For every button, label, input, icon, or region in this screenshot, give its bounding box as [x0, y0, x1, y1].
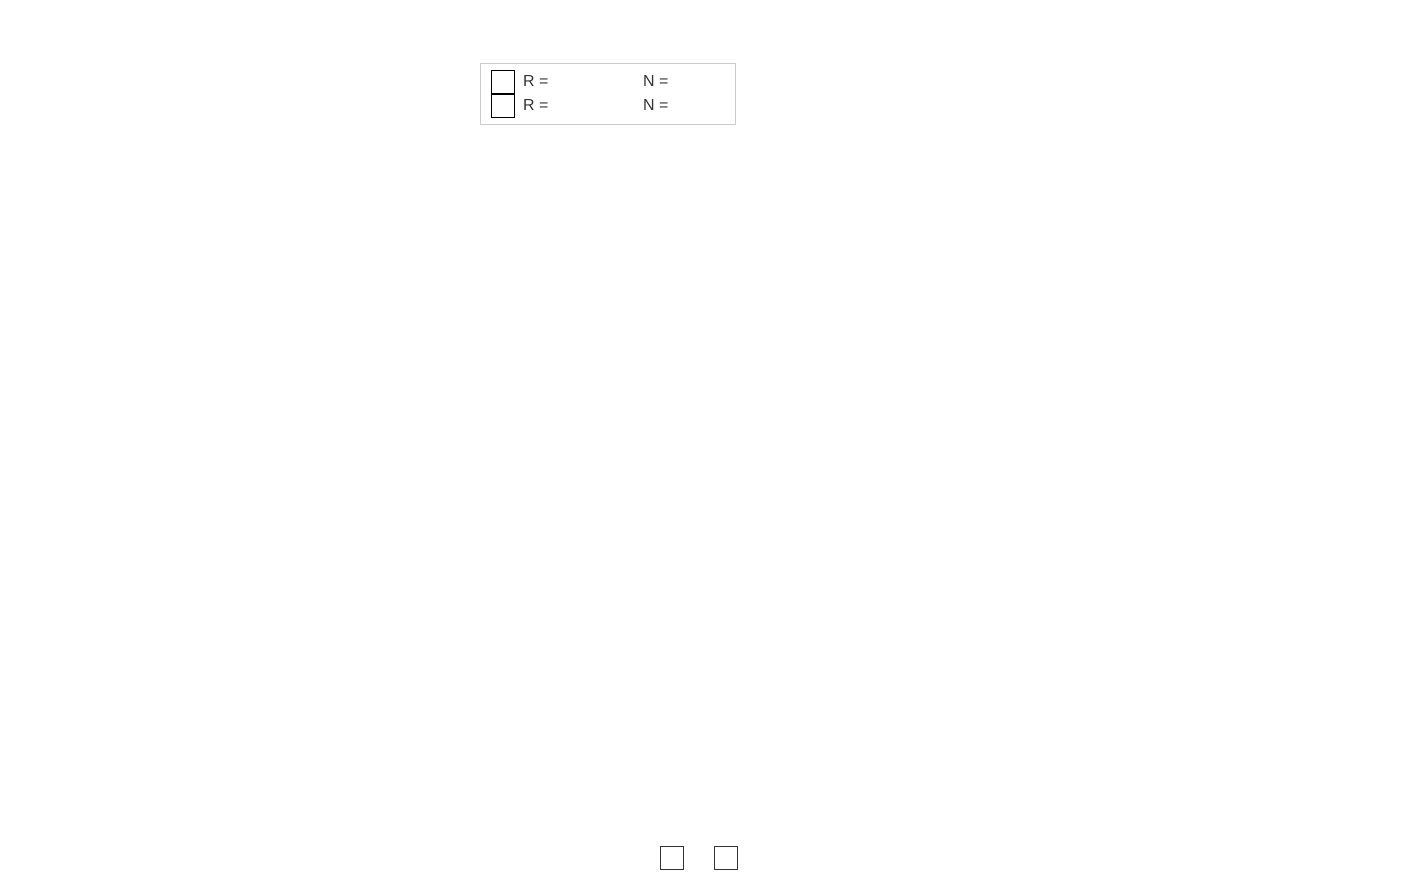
bottom-legend: [660, 846, 746, 870]
legend-swatch-series2: [491, 94, 515, 118]
legend-row-series2: R = N =: [491, 94, 725, 118]
n-label: N =: [643, 97, 679, 115]
correlation-legend: R = N = R = N =: [480, 63, 736, 125]
n-label: N =: [643, 73, 679, 91]
r-label: R =: [523, 73, 559, 91]
r-label: R =: [523, 97, 559, 115]
legend-row-series1: R = N =: [491, 70, 725, 94]
chart-area: R = N = R = N =: [20, 50, 1386, 872]
bottom-legend-item-1: [660, 846, 692, 870]
legend-swatch-series1: [491, 70, 515, 94]
correlation-scatter-chart: [20, 50, 1386, 872]
bottom-legend-item-2: [714, 846, 746, 870]
bottom-swatch-series2: [714, 846, 738, 870]
bottom-swatch-series1: [660, 846, 684, 870]
